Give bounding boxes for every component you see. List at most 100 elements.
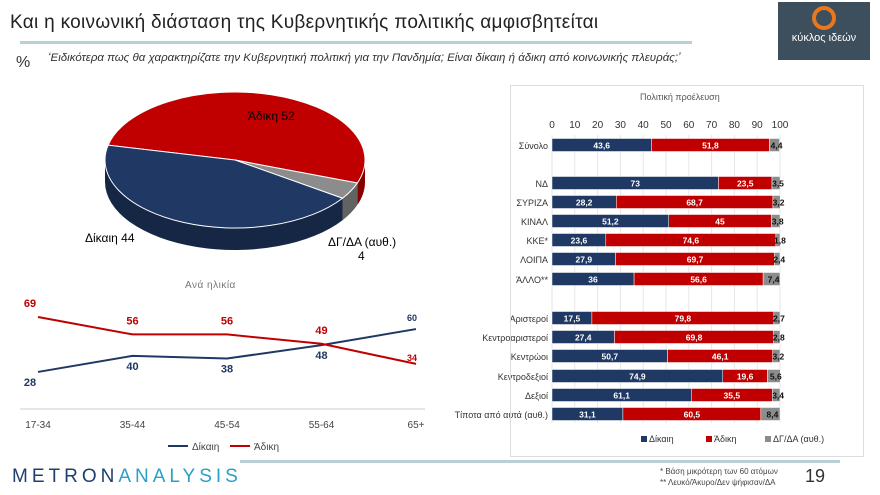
- data-label: 40: [126, 361, 138, 373]
- bar-value-label: 46,1: [712, 352, 729, 362]
- bar-value-label: 3,5: [772, 179, 784, 189]
- age-chart-title: Ανά ηλικία: [185, 280, 236, 291]
- bar-value-label: 2,8: [773, 333, 785, 343]
- percent-symbol: %: [16, 54, 31, 71]
- bar-segment-dgda: [775, 233, 781, 247]
- row-label: ΚΙΝΑΛ: [521, 217, 548, 227]
- x-tick-label: 40: [638, 120, 650, 131]
- bar-value-label: 5,6: [770, 372, 782, 382]
- x-tick-label: 100: [772, 120, 789, 131]
- bar-segment-dgda: [762, 272, 781, 286]
- title-divider: [20, 41, 692, 44]
- bar-value-label: 27,4: [575, 333, 592, 343]
- logo-ring-icon: [812, 6, 836, 30]
- row-label: Δεξιοί: [525, 391, 548, 401]
- bar-segment-dgda: [772, 195, 781, 209]
- data-label: 48: [315, 350, 327, 362]
- x-tick-label: 55-64: [309, 420, 335, 431]
- bar-value-label: 31,1: [579, 410, 596, 420]
- data-label: 38: [221, 364, 233, 376]
- line-series-dikaih: [37, 328, 417, 373]
- legend-adikh: Άδικη: [254, 442, 279, 453]
- bar-value-label: 69,8: [686, 333, 703, 343]
- survey-question: ‘Ειδικότερα πως θα χαρακτηρίζατε την Κυβ…: [48, 52, 681, 64]
- data-label: 56: [221, 315, 233, 327]
- bar-value-label: 69,7: [687, 255, 704, 265]
- bar-value-label: 74,9: [629, 372, 646, 382]
- x-tick-label: 17-34: [25, 420, 51, 431]
- bar-chart-title: Πολιτική προέλευση: [640, 92, 720, 102]
- pie-label-adikh: Άδικη 52: [248, 109, 295, 123]
- bar-segment-dgda: [773, 330, 781, 344]
- x-tick-label: 45-54: [214, 420, 240, 431]
- bar-value-label: 2,7: [773, 314, 785, 324]
- x-tick-label: 90: [752, 120, 764, 131]
- bar-value-label: 50,7: [602, 352, 619, 362]
- bar-value-label: 79,8: [675, 314, 692, 324]
- bar-segment-dgda: [774, 252, 781, 266]
- bar-value-label: 3,4: [772, 391, 784, 401]
- row-label: ΆΛΛΟ**: [516, 275, 548, 285]
- bar-value-label: 51,8: [702, 141, 719, 151]
- bar-segment-dgda: [769, 138, 780, 152]
- row-label: ΣΥΡΙΖΑ: [516, 198, 548, 208]
- page-title: Και η κοινωνική διάσταση της Κυβερνητική…: [10, 12, 599, 33]
- pie-label-dgda-value: 4: [358, 249, 365, 263]
- bar-value-label: 7,4: [768, 275, 780, 285]
- row-label: ΛΟΙΠΑ: [520, 255, 548, 265]
- bar-legend-label: ΔΓ/ΔΑ (αυθ.): [773, 434, 824, 444]
- bar-value-label: 8,4: [767, 410, 779, 420]
- x-tick-label: 70: [706, 120, 718, 131]
- legend-swatch: [765, 436, 771, 442]
- logo-text: κύκλος ιδεών: [791, 32, 857, 44]
- footnote-2: ** Λευκό/Άκυρο/Δεν ψήφισαν/ΔΑ: [660, 478, 776, 487]
- bar-value-label: 51,2: [602, 217, 619, 227]
- bar-value-label: 36: [588, 275, 598, 285]
- bar-value-label: 28,2: [576, 198, 593, 208]
- bar-segment-dgda: [773, 311, 781, 325]
- bar-value-label: 19,6: [737, 372, 754, 382]
- bar-segment-dgda: [772, 349, 781, 363]
- bar-value-label: 35,5: [724, 391, 741, 401]
- x-tick-label: 80: [729, 120, 741, 131]
- pie-label-dikaih: Δίκαιη 44: [85, 231, 135, 245]
- x-tick-label: 0: [549, 120, 555, 131]
- kyklos-ideon-logo: κύκλος ιδεών: [778, 2, 870, 60]
- bar-value-label: 74,6: [683, 236, 700, 246]
- legend-swatch: [706, 436, 712, 442]
- bar-value-label: 3,2: [772, 352, 784, 362]
- bar-segment-dgda: [760, 407, 781, 421]
- footnote-1: * Βάση μικρότερη των 60 ατόμων: [660, 467, 778, 476]
- page-number: 19: [805, 466, 826, 486]
- data-label: 28: [24, 377, 36, 389]
- x-tick-label: 50: [660, 120, 672, 131]
- bar-value-label: 23,5: [737, 179, 754, 189]
- bar-value-label: 56,6: [690, 275, 707, 285]
- bar-legend-label: Δίκαιη: [649, 434, 674, 444]
- x-tick-label: 30: [615, 120, 627, 131]
- bar-value-label: 68,7: [686, 198, 703, 208]
- data-label: 34: [407, 353, 417, 363]
- x-tick-label: 35-44: [120, 420, 146, 431]
- bar-segment-dgda: [771, 214, 781, 228]
- legend-swatch: [641, 436, 647, 442]
- bar-value-label: 45: [715, 217, 725, 227]
- bar-value-label: 4,4: [771, 141, 783, 151]
- footer-divider: [240, 460, 840, 463]
- row-label: Σύνολο: [519, 141, 548, 151]
- row-label: Κεντρώοι: [511, 352, 548, 362]
- bar-segment-dgda: [771, 388, 781, 402]
- pie-slice-2: [104, 144, 344, 229]
- pie-side-2: [105, 160, 343, 251]
- bar-value-label: 23,6: [571, 236, 588, 246]
- row-label: Αριστεροί: [510, 314, 548, 324]
- bar-value-label: 43,6: [593, 141, 610, 151]
- row-label: ΚΚΕ*: [526, 236, 548, 246]
- metron-analysis-logo: METRONANALYSIS: [12, 466, 242, 487]
- bar-value-label: 3,8: [772, 217, 784, 227]
- pie-side-0: [357, 160, 365, 206]
- bar-value-label: 73: [630, 179, 640, 189]
- bar-value-label: 27,9: [576, 255, 593, 265]
- row-label: ΝΔ: [535, 179, 548, 189]
